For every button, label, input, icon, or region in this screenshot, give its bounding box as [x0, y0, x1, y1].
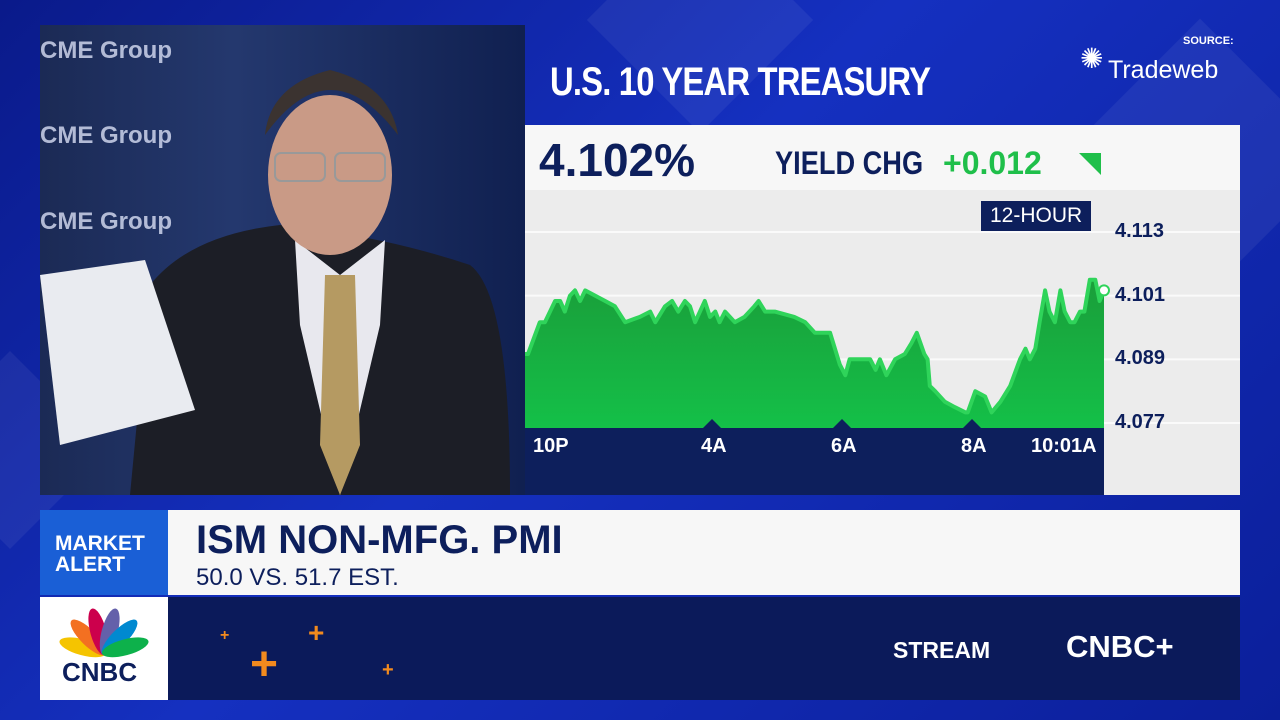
cnbc-plus-brand: CNBC+: [1066, 629, 1174, 664]
yield-change-value: +0.012: [943, 145, 1042, 181]
x-axis-band: [525, 428, 1104, 495]
plus-decoration-icon: +: [382, 659, 394, 681]
x-tick-label: 4A: [701, 435, 727, 457]
y-tick-label: 4.101: [1115, 283, 1166, 306]
page-title: U.S. 10 YEAR TREASURY: [550, 60, 931, 104]
x-tick-label: 6A: [831, 435, 857, 457]
series-area: [525, 279, 1104, 428]
headline: ISM NON-MFG. PMI: [196, 518, 563, 562]
current-yield: 4.102%: [539, 134, 696, 186]
x-tick-marker: [833, 419, 851, 428]
plus-decoration-icon: +: [250, 638, 279, 691]
series-line: [525, 277, 1106, 415]
stream-label: STREAM: [893, 637, 991, 663]
yield-change-label: YIELD CHG: [775, 145, 924, 181]
x-tick-marker: [703, 419, 721, 428]
anchor-video-feed: CME Group CME Group CME Group: [40, 25, 525, 495]
x-tick-label: 8A: [961, 435, 987, 457]
plus-decoration-icon: +: [308, 617, 325, 648]
cnbc-logo: CNBC: [40, 597, 168, 700]
subheadline: 50.0 VS. 51.7 EST.: [196, 564, 399, 591]
promo-bar: + + + + STREAM CNBC+: [168, 597, 1240, 700]
yield-chart: [525, 231, 1240, 428]
backdrop-logo: CME Group: [40, 37, 172, 64]
source-label: SOURCE:: [1183, 35, 1234, 47]
treasury-chart-card: 4.102% YIELD CHG +0.012 12-HOUR 4.113 4.1…: [525, 125, 1240, 495]
plus-decoration-icon: +: [220, 627, 230, 644]
y-tick-label: 4.113: [1115, 220, 1164, 242]
peacock-icon: [59, 608, 149, 658]
change-triangle-icon: [1079, 153, 1101, 175]
y-tick-label: 4.077: [1115, 411, 1166, 433]
lower-third: ISM NON-MFG. PMI 50.0 VS. 51.7 EST.: [168, 510, 1240, 595]
alert-label-line2: ALERT: [55, 553, 125, 576]
tradeweb-starburst-icon: ✺: [1080, 43, 1104, 74]
backdrop-logo: CME Group: [40, 122, 172, 149]
backdrop-logo: CME Group: [40, 208, 172, 235]
x-tick-label: 10:01A: [1031, 435, 1097, 457]
anchor-figure: [40, 70, 510, 495]
last-point-marker: [1098, 284, 1110, 297]
alert-label-line1: MARKET: [55, 532, 145, 555]
market-alert-badge: MARKET ALERT: [40, 510, 168, 595]
source-name: Tradeweb: [1108, 56, 1219, 84]
x-tick-label: 10P: [533, 435, 569, 457]
period-badge: 12-HOUR: [981, 201, 1092, 231]
quote-header: 4.102% YIELD CHG +0.012: [525, 125, 1240, 190]
x-tick-marker: [963, 419, 981, 428]
y-tick-label: 4.089: [1115, 347, 1166, 370]
network-name: CNBC: [62, 657, 138, 687]
